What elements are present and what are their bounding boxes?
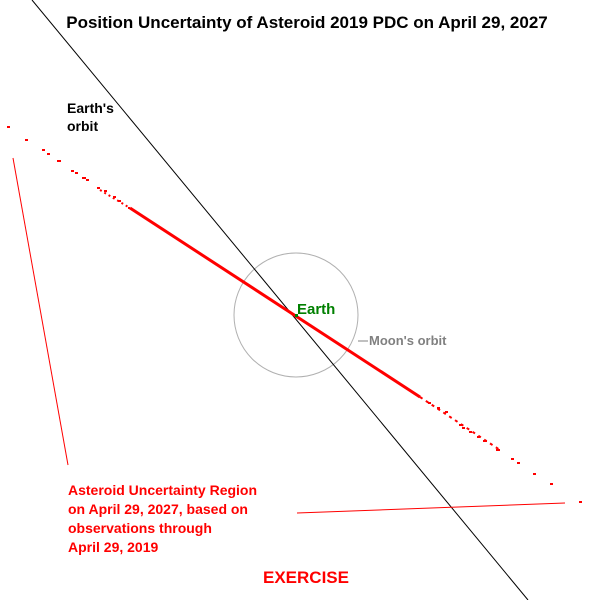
- moons-orbit-label: Moon's orbit: [369, 333, 447, 348]
- pointer-line-bottom: [296, 502, 566, 514]
- diagram-title: Position Uncertainty of Asteroid 2019 PD…: [66, 13, 548, 32]
- exercise-label: EXERCISE: [263, 568, 349, 587]
- earths-orbit-label: Earth's orbit: [67, 100, 114, 134]
- earth-label: Earth: [297, 301, 336, 318]
- moon-orbit-circle: [233, 252, 359, 378]
- earth-orbit-line: [31, 0, 529, 600]
- uncertainty-points: [7, 126, 582, 503]
- uncertainty-region-label: Asteroid Uncertainty Region on April 29,…: [68, 482, 258, 555]
- earth-marker: [295, 314, 298, 317]
- pointer-line-left: [12, 157, 69, 466]
- uncertainty-region: [7, 126, 582, 503]
